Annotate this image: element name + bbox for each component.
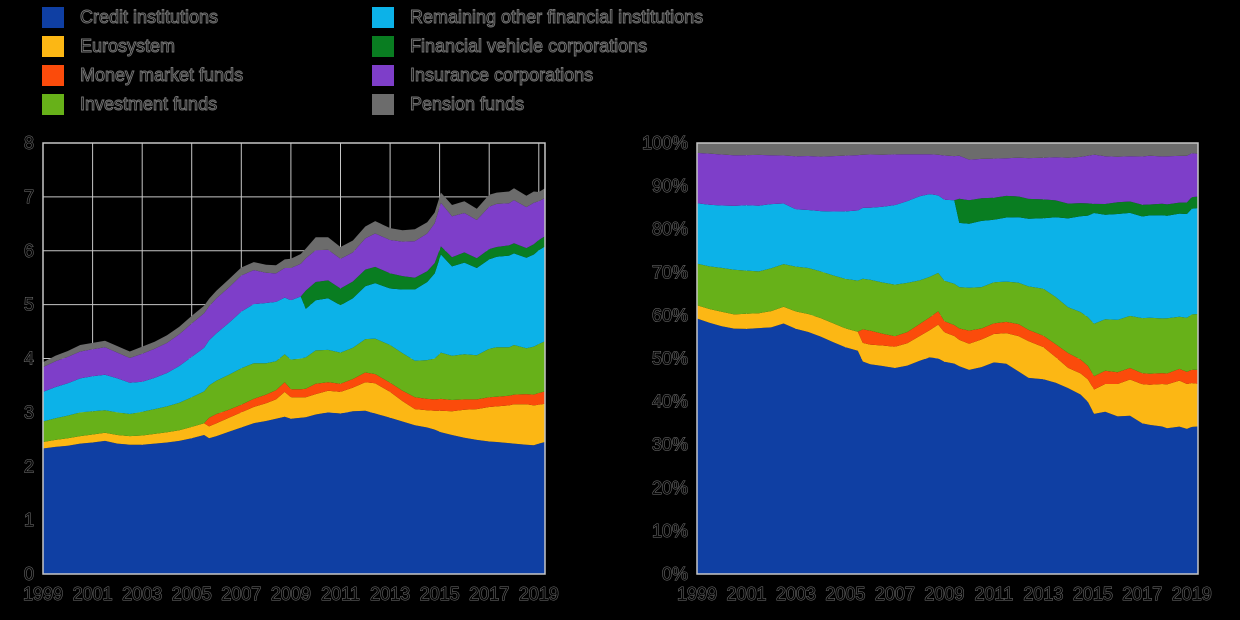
area-pension-funds	[697, 143, 1198, 160]
x-tick-label: 2019	[1172, 584, 1212, 604]
x-tick-label: 2003	[122, 584, 162, 604]
right-chart: 0% 10% 20% 30% 40% 50% 60% 70% 80% 90% 100% 1999 200…	[641, 133, 1212, 605]
area-credit-institutions	[697, 318, 1198, 574]
legend-label: Insurance corporations	[410, 65, 594, 86]
area-remaining-other-financial-institutions	[697, 194, 1198, 324]
legend-label: Money market funds	[80, 65, 244, 86]
area-remaining-other-financial-institutions	[43, 246, 545, 422]
left-chart: 0 1 2 3 4 5 6 7 8 1999 2001 2003 2005 2007 2009 2011 201…	[22, 133, 559, 605]
area-money-market-funds	[697, 305, 1198, 390]
x-tick-label: 2013	[370, 584, 410, 604]
legend-label: Pension funds	[410, 94, 525, 115]
legend-label: Investment funds	[80, 94, 218, 115]
legend-label: Eurosystem	[80, 36, 176, 57]
y-tick-label: 20%	[652, 478, 688, 498]
y-tick-label: 0%	[662, 564, 688, 584]
y-tick-label: 90%	[652, 176, 688, 196]
y-tick-label: 70%	[652, 262, 688, 282]
legend-item-insurance-corporations: Insurance corporations	[372, 61, 703, 90]
x-tick-label: 2005	[825, 584, 865, 604]
y-tick-label: 5	[24, 295, 34, 315]
y-tick-label: 60%	[652, 305, 688, 325]
financial-vehicle-corporations-swatch-icon	[372, 36, 394, 57]
area-eurosystem	[697, 305, 1198, 429]
insurance-corporations-swatch-icon	[372, 65, 394, 86]
legend-item-credit-institutions: Credit institutions	[42, 3, 243, 32]
y-tick-label: 7	[24, 187, 34, 207]
x-tick-label: 1999	[23, 584, 63, 604]
x-tick-label: 2017	[1122, 584, 1162, 604]
legend-item-money-market-funds: Money market funds	[42, 61, 244, 90]
x-tick-label: 2011	[321, 584, 360, 604]
x-tick-label: 2003	[776, 584, 816, 604]
y-tick-label: 40%	[652, 392, 688, 412]
legend-item-financial-vehicle-corporations: Financial vehicle corporations	[372, 32, 703, 61]
y-tick-label: 1	[24, 510, 34, 530]
money-market-funds-swatch-icon	[42, 65, 64, 86]
plot-frame	[696, 142, 1199, 575]
y-tick-label: 100%	[642, 133, 688, 153]
investment-funds-swatch-icon	[42, 94, 64, 115]
x-tick-label: 2017	[469, 584, 509, 604]
legend-item-pension-funds: Pension funds	[372, 90, 703, 119]
y-tick-label: 4	[24, 349, 34, 369]
area-financial-vehicle-corporations	[43, 236, 545, 392]
legend-label: Credit institutions	[80, 7, 219, 28]
legend-column-2: Remaining other financial institutions F…	[372, 3, 704, 119]
y-tick-label: 8	[24, 133, 34, 153]
pension-funds-swatch-icon	[372, 94, 394, 115]
y-tick-label: 2	[24, 456, 34, 476]
credit-institutions-swatch-icon	[42, 7, 64, 28]
area-investment-funds	[43, 338, 545, 442]
x-tick-label: 2015	[1073, 584, 1113, 604]
x-tick-label: 1999	[677, 584, 717, 604]
legend-label: Financial vehicle corporations	[410, 36, 648, 57]
x-tick-label: 2005	[172, 584, 212, 604]
area-financial-vehicle-corporations	[697, 194, 1198, 224]
x-tick-label: 2015	[420, 584, 460, 604]
x-tick-label: 2001	[73, 584, 113, 604]
y-tick-label: 50%	[652, 349, 688, 369]
area-pension-funds	[43, 188, 545, 368]
area-investment-funds	[697, 263, 1198, 377]
y-tick-label: 0	[24, 564, 34, 584]
y-tick-label: 10%	[652, 521, 688, 541]
legend-item-remaining-other-financial-institutions: Remaining other financial institutions	[372, 3, 704, 32]
remaining-ofi-swatch-icon	[372, 7, 394, 28]
x-tick-label: 2009	[924, 584, 964, 604]
area-credit-institutions	[43, 410, 545, 574]
y-tick-label: 3	[24, 402, 34, 422]
eurosystem-swatch-icon	[42, 36, 64, 57]
legend-column-1: Credit institutions Eurosystem Money mar…	[42, 3, 244, 119]
legend-item-eurosystem: Eurosystem	[42, 32, 243, 61]
plot-frame	[42, 142, 546, 575]
area-money-market-funds	[43, 372, 545, 442]
x-tick-label: 2009	[271, 584, 311, 604]
x-tick-label: 2007	[221, 584, 261, 604]
y-tick-label: 6	[24, 241, 34, 261]
legend-item-investment-funds: Investment funds	[42, 90, 243, 119]
y-tick-label: 80%	[652, 219, 688, 239]
x-tick-label: 2013	[1023, 584, 1063, 604]
x-tick-label: 2011	[975, 584, 1014, 604]
y-tick-label: 30%	[652, 435, 688, 455]
legend-label: Remaining other financial institutions	[410, 7, 704, 28]
x-tick-label: 2001	[726, 584, 766, 604]
area-eurosystem	[43, 382, 545, 449]
area-insurance-corporations	[697, 152, 1198, 212]
x-tick-label: 2019	[519, 584, 559, 604]
x-tick-label: 2007	[875, 584, 915, 604]
area-insurance-corporations	[43, 198, 545, 392]
